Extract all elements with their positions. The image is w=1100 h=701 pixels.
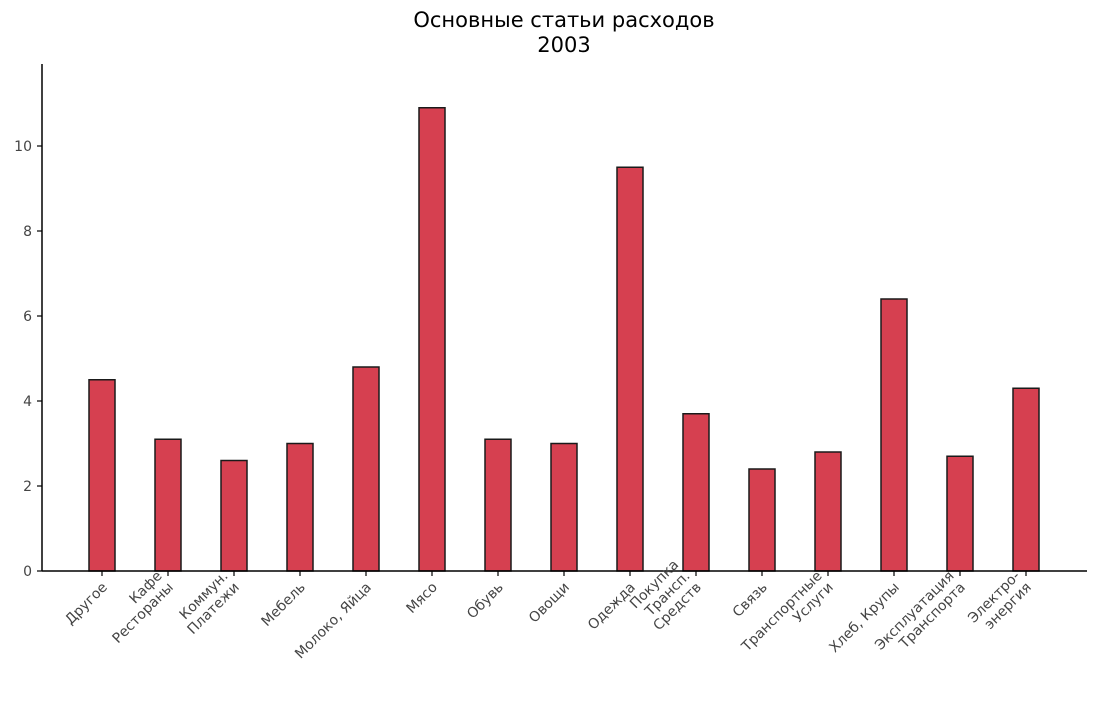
bar-1: [154, 438, 182, 572]
bar-7: [550, 442, 578, 572]
y-tick-label-2: 4: [23, 394, 32, 410]
bar-6: [484, 438, 512, 572]
x-tick-label-13: ЭксплуатацияТранспорта: [872, 568, 969, 665]
bar-2: [220, 459, 248, 572]
chart-title: Основные статьи расходов: [413, 8, 715, 32]
x-tick-label-14: Электро-энергия: [965, 568, 1035, 638]
y-tick-label-0: 0: [23, 564, 32, 580]
bar-4: [352, 366, 380, 572]
bar-11: [814, 451, 842, 572]
y-tick-label-4: 8: [23, 224, 32, 240]
bar-3: [286, 442, 314, 572]
x-tick-label-1: КафеРестораны: [98, 568, 177, 647]
bar-12: [880, 298, 908, 572]
chart-subtitle: 2003: [537, 33, 591, 57]
y-tick-label-5: 10: [14, 139, 32, 155]
bar-9: [682, 413, 710, 572]
x-tick-label-0: Другое: [62, 580, 111, 629]
bar-13: [946, 455, 974, 572]
bar-14: [1012, 387, 1040, 572]
bar-8: [616, 166, 644, 572]
y-tick-label-1: 2: [23, 479, 32, 495]
x-tick-label-10: Связь: [730, 580, 771, 621]
bar-0: [88, 379, 116, 572]
x-tick-label-7: Овощи: [526, 580, 573, 627]
bar-10: [748, 468, 776, 572]
x-tick-label-6: Обувь: [464, 580, 507, 623]
bar-5: [418, 107, 446, 572]
x-tick-label-8: Одежда: [585, 580, 639, 634]
y-tick-label-3: 6: [23, 309, 32, 325]
x-tick-label-2: Коммун.Платежи: [173, 568, 243, 638]
x-tick-label-11: ТранспортныеУслуги: [738, 568, 837, 667]
x-tick-label-3: Мебель: [259, 580, 309, 630]
x-tick-label-5: Мясо: [404, 580, 441, 617]
